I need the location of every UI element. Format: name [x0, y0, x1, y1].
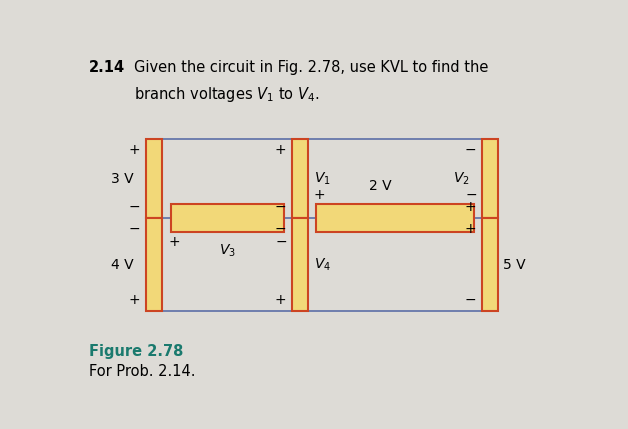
Text: −: − — [129, 222, 140, 236]
Bar — [146, 139, 162, 218]
Text: +: + — [129, 293, 140, 307]
Text: −: − — [465, 293, 476, 307]
Text: Given the circuit in Fig. 2.78, use KVL to find the: Given the circuit in Fig. 2.78, use KVL … — [134, 60, 489, 75]
Text: +: + — [465, 222, 476, 236]
Text: 2.14: 2.14 — [89, 60, 126, 75]
Text: branch voltages $V_1$ to $V_4$.: branch voltages $V_1$ to $V_4$. — [134, 85, 320, 103]
Text: +: + — [465, 200, 476, 214]
Bar — [316, 204, 474, 233]
Bar — [482, 139, 497, 218]
Text: −: − — [274, 222, 286, 236]
Text: +: + — [129, 143, 140, 157]
Text: Figure 2.78: Figure 2.78 — [89, 344, 183, 359]
Text: 5 V: 5 V — [504, 257, 526, 272]
Text: For Prob. 2.14.: For Prob. 2.14. — [89, 364, 196, 379]
Text: 3 V: 3 V — [111, 172, 134, 186]
Text: +: + — [274, 143, 286, 157]
Bar — [146, 218, 162, 311]
Text: −: − — [465, 187, 477, 202]
Text: −: − — [274, 200, 286, 214]
Text: $V_4$: $V_4$ — [313, 257, 330, 273]
Text: 4 V: 4 V — [111, 257, 134, 272]
Text: −: − — [276, 235, 287, 249]
Bar — [482, 218, 497, 311]
Bar — [292, 218, 308, 311]
Text: +: + — [274, 293, 286, 307]
Text: $V_3$: $V_3$ — [219, 243, 236, 259]
Text: $V_2$: $V_2$ — [453, 170, 470, 187]
Text: −: − — [129, 200, 140, 214]
Text: $V_1$: $V_1$ — [313, 170, 330, 187]
Text: +: + — [168, 235, 180, 249]
Bar — [292, 139, 308, 218]
Bar — [171, 204, 284, 233]
Text: +: + — [313, 187, 325, 202]
Text: 2 V: 2 V — [369, 179, 392, 193]
Text: −: − — [465, 143, 476, 157]
